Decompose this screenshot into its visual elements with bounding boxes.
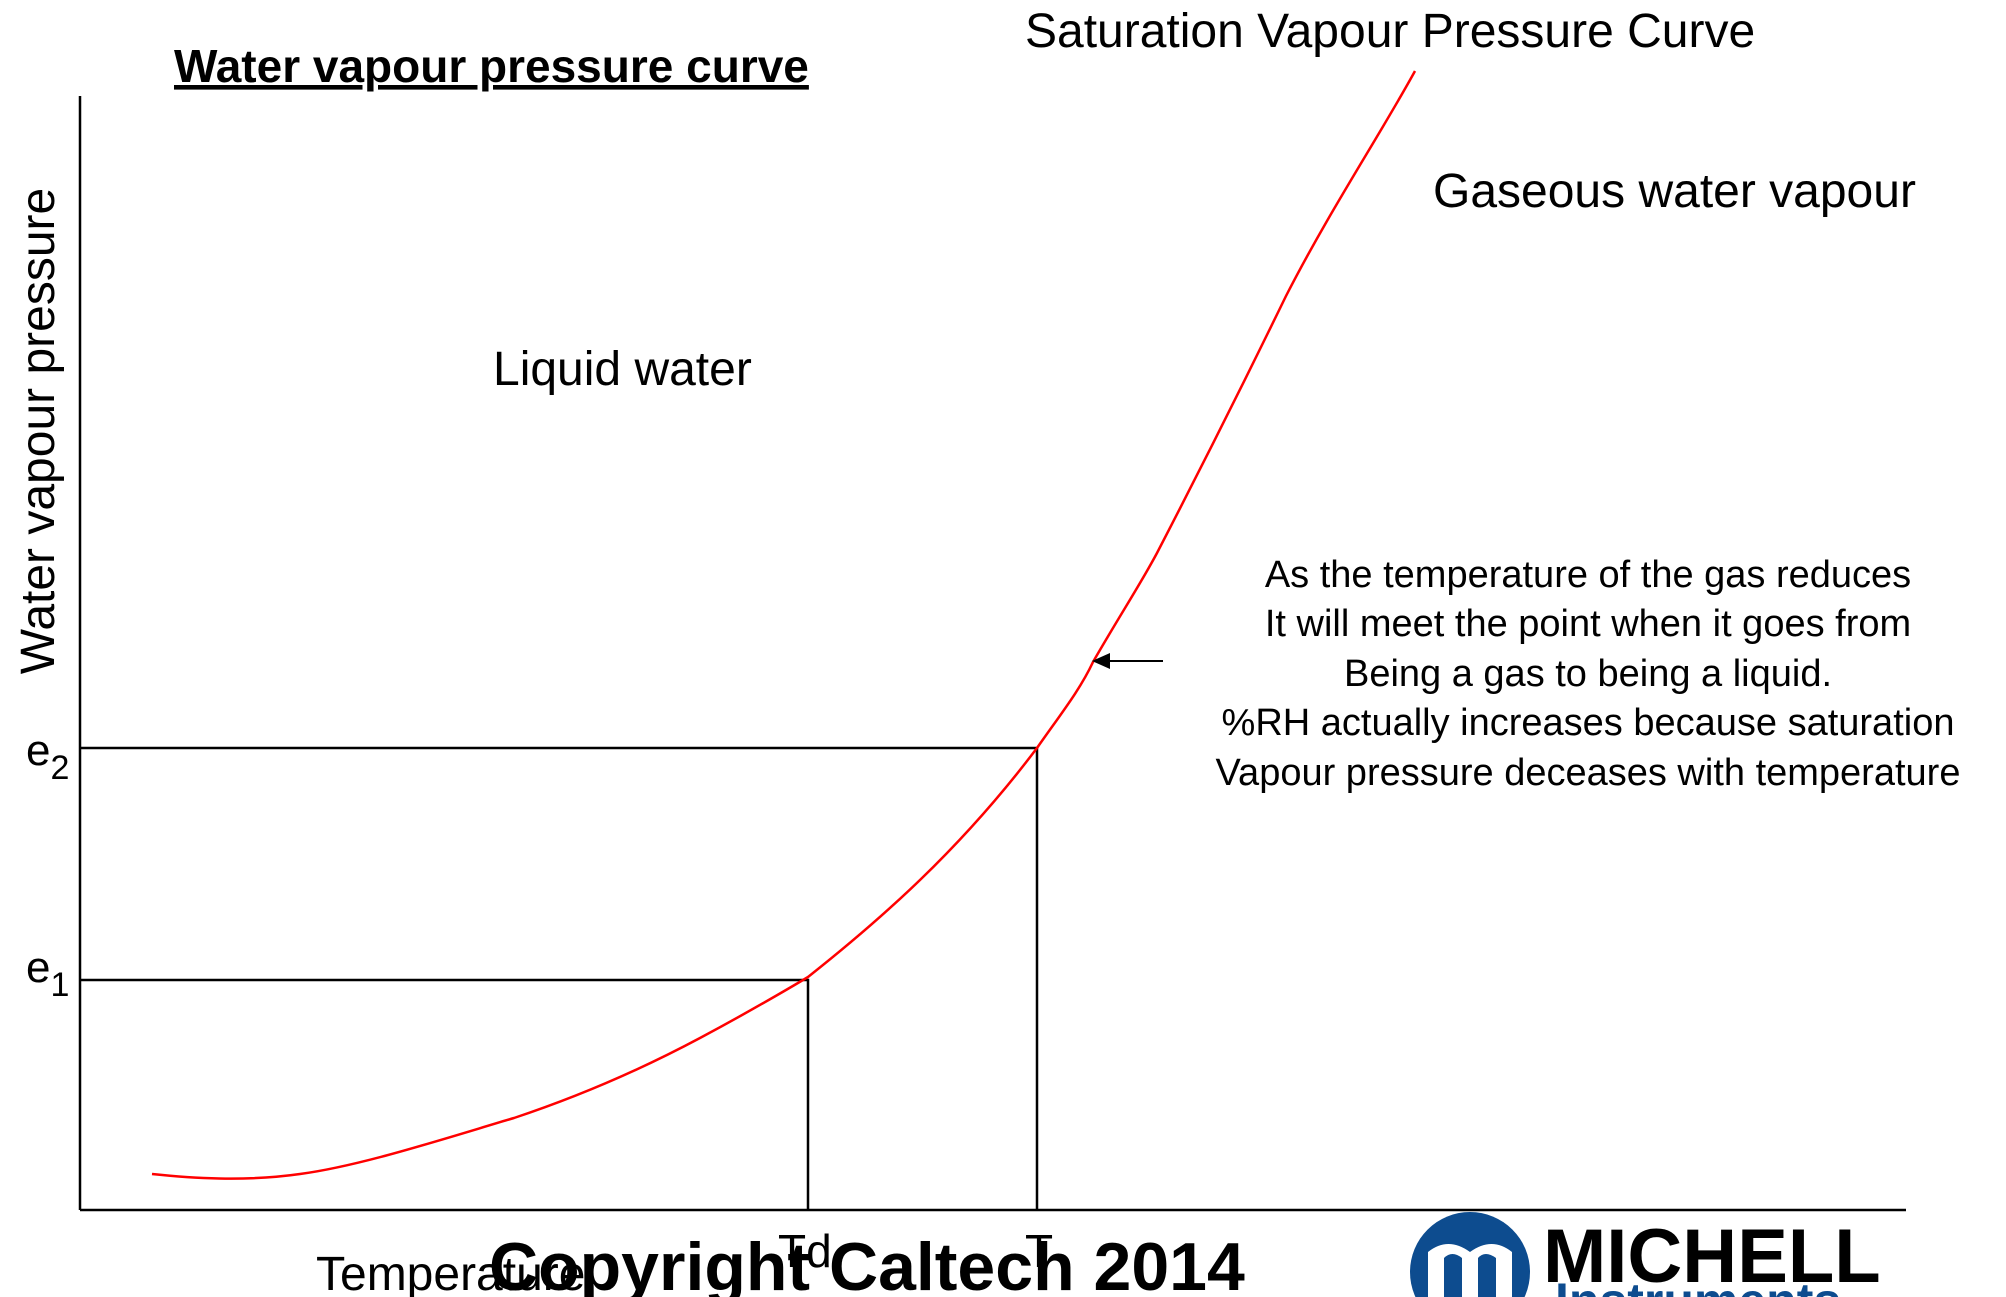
level-label: e1 [26, 943, 69, 1004]
note-line: It will meet the point when it goes from [1265, 603, 1911, 645]
region-liquid: Liquid water [493, 343, 752, 396]
x-axis-label: Temperature [316, 1248, 585, 1297]
logo-name: MICHELL [1543, 1214, 1881, 1297]
logo-m [1428, 1244, 1512, 1297]
y-axis-label: Water vapour pressure [12, 188, 65, 674]
note: As the temperature of the gas reduces It… [1216, 554, 1961, 794]
note-line: %RH actually increases because saturatio… [1222, 702, 1955, 744]
note-line: Vapour pressure deceases with temperatur… [1216, 752, 1961, 794]
saturation-curve [151, 70, 1417, 1180]
title: Water vapour pressure curve [174, 40, 809, 92]
temperature-label: Td [778, 1225, 832, 1277]
level-label: e2 [26, 726, 69, 787]
note-line: As the temperature of the gas reduces [1265, 554, 1911, 596]
note-line: Being a gas to being a liquid. [1344, 653, 1832, 695]
curve-label: Saturation Vapour Pressure Curve [1025, 5, 1755, 58]
temperature-label: T [1025, 1225, 1053, 1277]
region-gas: Gaseous water vapour [1433, 165, 1916, 218]
logo: MICHELL Instruments [1410, 1212, 1881, 1297]
e1-guide [80, 978, 810, 1210]
arrow-head [1092, 653, 1110, 669]
logo-sub: Instruments [1555, 1273, 1841, 1297]
copyright: Copyright Caltech 2014 [489, 1229, 1245, 1297]
